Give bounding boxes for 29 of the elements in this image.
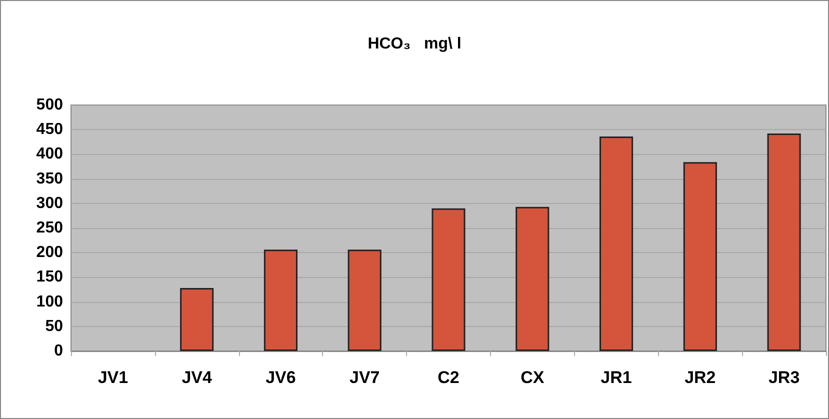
x-tick-label: JR2 [684, 368, 716, 387]
y-tick-label: 450 [36, 121, 64, 138]
y-tick-label: 200 [36, 244, 64, 262]
y-tick-label: 150 [36, 268, 64, 286]
x-tick-label: JV6 [266, 368, 296, 387]
y-tick-label: 250 [36, 220, 64, 236]
y-tick-label: 350 [36, 170, 64, 188]
x-tick-label: JR3 [768, 368, 800, 387]
y-tick-label: 300 [36, 194, 64, 212]
x-tick-label: JV1 [98, 368, 128, 387]
x-tick-label: CX [520, 368, 545, 387]
bar [348, 250, 382, 351]
x-tick-label: JV7 [349, 368, 380, 387]
bar [180, 288, 214, 351]
bar [516, 206, 550, 351]
bar [683, 162, 717, 351]
x-tick-label: JR1 [600, 368, 632, 387]
y-tick-label: 0 [54, 342, 64, 360]
bar [264, 250, 298, 351]
y-tick-label: 400 [36, 146, 64, 163]
bar [432, 208, 466, 351]
x-tick-label: C2 [438, 368, 460, 387]
bar [767, 134, 801, 351]
x-tick-label: JV4 [182, 368, 212, 387]
y-tick-label: 50 [45, 318, 64, 335]
bar [600, 136, 634, 351]
y-tick-label: 100 [36, 293, 64, 310]
y-tick-label: 500 [36, 96, 64, 114]
chart-title: HCO₃ mg\ l [368, 36, 462, 52]
